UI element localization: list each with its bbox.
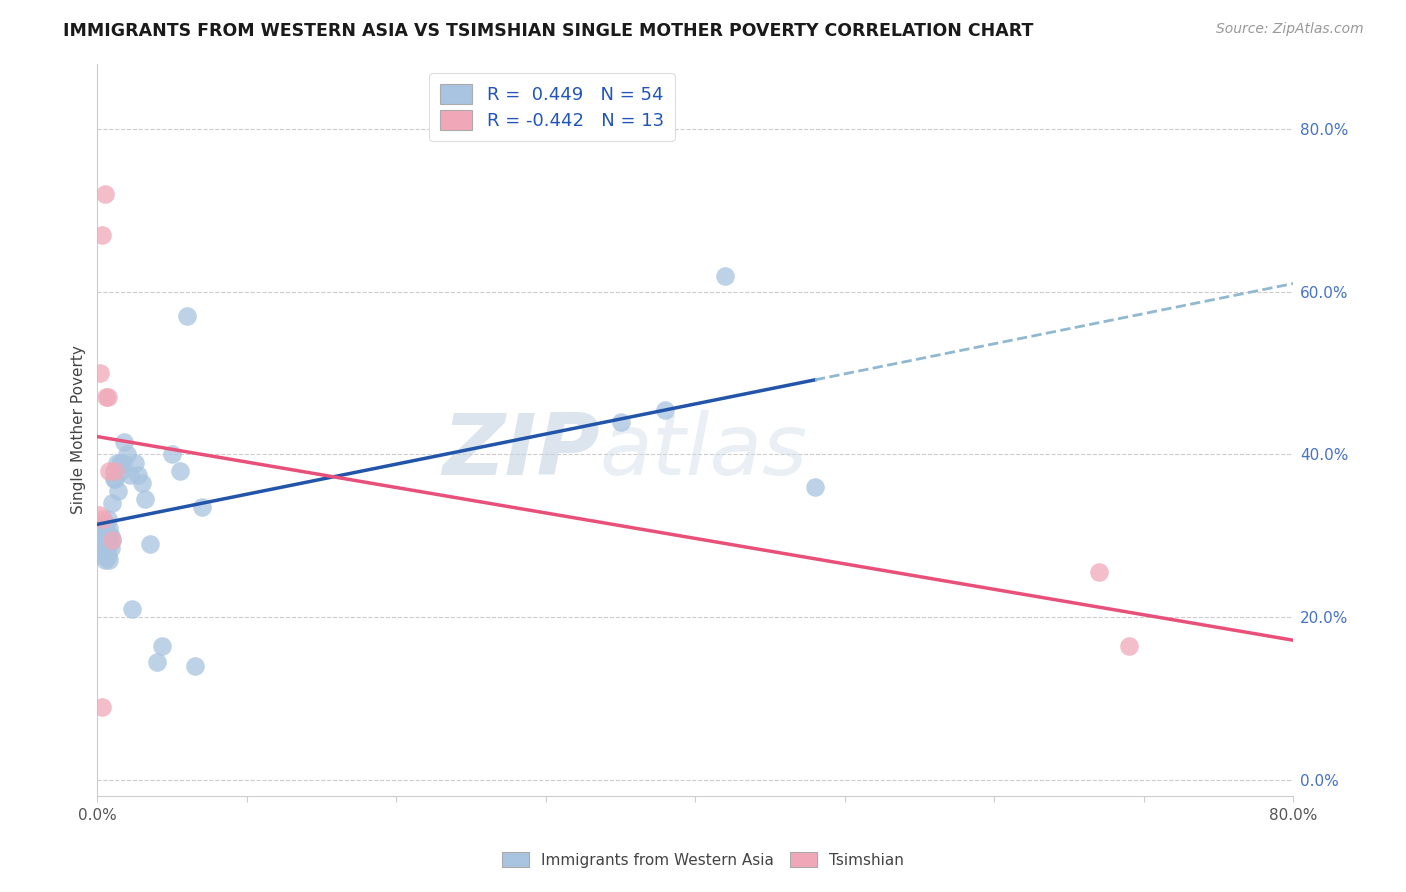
Point: [105, 456, 128, 470]
Point: [98, 537, 121, 551]
Point: [176, 309, 198, 323]
Legend: Immigrants from Western Asia, Tsimshian: Immigrants from Western Asia, Tsimshian: [494, 844, 912, 875]
Point: [87, 508, 110, 523]
Text: IMMIGRANTS FROM WESTERN ASIA VS TSIMSHIAN SINGLE MOTHER POVERTY CORRELATION CHAR: IMMIGRANTS FROM WESTERN ASIA VS TSIMSHIA…: [63, 22, 1033, 40]
Point: [97, 512, 120, 526]
Point: [101, 533, 124, 547]
Point: [107, 483, 129, 498]
Point: [87, 533, 110, 547]
Point: [90, 227, 112, 242]
Point: [150, 639, 173, 653]
Point: [91, 549, 114, 563]
Point: [101, 496, 124, 510]
Point: [94, 529, 117, 543]
Point: [89, 537, 111, 551]
Point: [89, 366, 111, 380]
Text: atlas: atlas: [600, 410, 807, 493]
Y-axis label: Single Mother Poverty: Single Mother Poverty: [72, 345, 86, 515]
Point: [94, 537, 117, 551]
Point: [146, 655, 169, 669]
Point: [101, 533, 124, 547]
Point: [104, 472, 127, 486]
Point: [91, 533, 114, 547]
Point: [183, 658, 205, 673]
Point: [111, 456, 134, 470]
Point: [96, 533, 118, 547]
Point: [134, 492, 156, 507]
Point: [138, 537, 160, 551]
Point: [110, 464, 132, 478]
Point: [1088, 566, 1111, 580]
Point: [654, 402, 676, 417]
Point: [103, 472, 125, 486]
Point: [97, 391, 120, 405]
Point: [108, 456, 131, 470]
Point: [98, 553, 121, 567]
Point: [94, 187, 117, 202]
Point: [90, 545, 112, 559]
Point: [117, 447, 139, 461]
Point: [98, 520, 121, 534]
Point: [94, 520, 117, 534]
Point: [97, 529, 120, 543]
Point: [100, 541, 122, 555]
Point: [91, 512, 114, 526]
Point: [609, 415, 631, 429]
Point: [121, 602, 143, 616]
Text: Source: ZipAtlas.com: Source: ZipAtlas.com: [1216, 22, 1364, 37]
Point: [160, 447, 183, 461]
Point: [98, 464, 121, 478]
Point: [124, 456, 146, 470]
Point: [90, 516, 112, 531]
Text: ZIP: ZIP: [441, 410, 600, 493]
Point: [97, 549, 120, 563]
Point: [112, 435, 135, 450]
Point: [104, 464, 127, 478]
Point: [127, 467, 149, 482]
Point: [96, 391, 118, 405]
Point: [90, 699, 112, 714]
Point: [89, 529, 111, 543]
Point: [169, 464, 191, 478]
Point: [804, 480, 827, 494]
Point: [90, 529, 112, 543]
Point: [96, 516, 118, 531]
Point: [96, 545, 118, 559]
Legend: R =  0.449   N = 54, R = -0.442   N = 13: R = 0.449 N = 54, R = -0.442 N = 13: [429, 73, 675, 141]
Point: [100, 529, 122, 543]
Point: [1118, 639, 1140, 653]
Point: [131, 475, 153, 490]
Point: [94, 553, 117, 567]
Point: [97, 537, 120, 551]
Point: [714, 268, 737, 283]
Point: [191, 500, 214, 515]
Point: [120, 467, 142, 482]
Point: [103, 464, 125, 478]
